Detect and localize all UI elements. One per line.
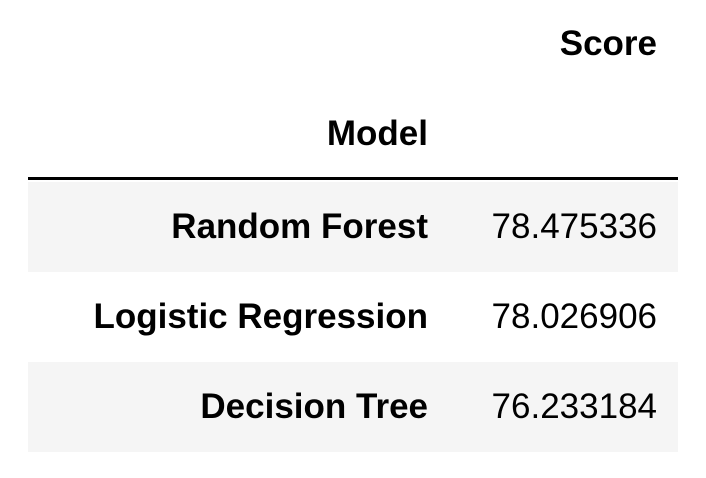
header-divider	[28, 177, 678, 180]
score-table: Score Model Random Forest 78.475336 Logi…	[28, 0, 678, 452]
header-row-columns: Score	[28, 0, 678, 88]
row-value-score: 78.026906	[491, 297, 657, 336]
row-label-model: Logistic Regression	[93, 297, 428, 336]
row-label-model: Decision Tree	[200, 387, 428, 426]
table-row: Logistic Regression 78.026906	[28, 272, 678, 362]
index-header-model: Model	[326, 114, 428, 153]
table-row: Decision Tree 76.233184	[28, 362, 678, 452]
row-label-model: Random Forest	[171, 207, 428, 246]
table-row: Random Forest 78.475336	[28, 182, 678, 272]
row-value-score: 78.475336	[491, 207, 657, 246]
table-body: Random Forest 78.475336 Logistic Regress…	[28, 182, 678, 452]
row-value-score: 76.233184	[491, 387, 657, 426]
column-header-score: Score	[559, 24, 657, 63]
